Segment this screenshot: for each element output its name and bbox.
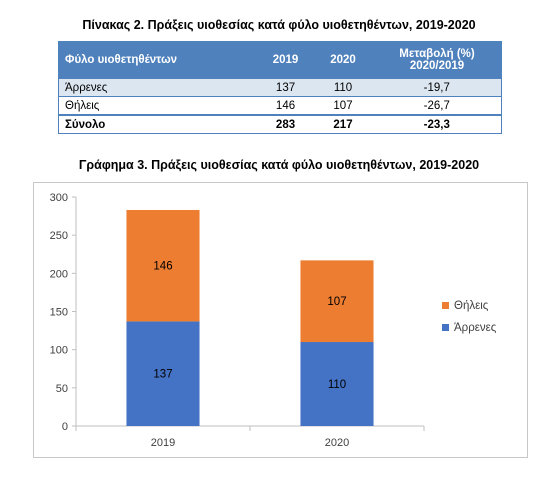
bar-segment [300,260,374,343]
row-2020: 217 [313,114,373,134]
table-header-row: Φύλο υιοθετηθέντων 2019 2020 Μεταβολή (%… [57,41,502,79]
adoptions-table: Φύλο υιοθετηθέντων 2019 2020 Μεταβολή (%… [57,41,502,134]
y-tick-label: 200 [50,268,68,280]
bar-segment [126,209,200,322]
row-change: -19,7 [372,78,502,97]
y-tick-label: 50 [56,383,68,395]
bar-segment [126,321,200,426]
x-tick-label: 2019 [151,437,175,449]
row-2020: 107 [313,96,373,116]
data-label: 146 [153,261,172,273]
row-label: Θήλεις [57,96,258,116]
row-2020: 110 [313,78,373,97]
header-change-line2: 2020/2019 [409,60,465,72]
header-2020: 2020 [313,41,373,79]
row-change: -23,3 [372,114,502,134]
x-tick-label: 2020 [325,437,349,449]
header-change: Μεταβολή (%) 2020/2019 [372,41,502,79]
data-label: 137 [153,369,172,381]
legend-swatch [442,324,449,331]
y-tick-label: 300 [50,192,68,204]
data-label: 110 [328,379,346,391]
y-tick-label: 150 [50,307,68,319]
chart-title: Γράφημα 3. Πράξεις υιοθεσίας κατά φύλο υ… [78,158,480,172]
row-label: Άρρενες [57,78,258,97]
header-change-line1: Μεταβολή (%) [399,48,475,60]
row-label: Σύνολο [57,114,258,134]
header-2019: 2019 [257,41,314,79]
row-2019: 146 [257,96,314,116]
row-2019: 137 [257,78,314,97]
header-sex: Φύλο υιοθετηθέντων [57,41,259,79]
y-tick-label: 0 [62,421,68,433]
legend-swatch [442,302,449,309]
legend-label: Άρρενες [454,322,497,334]
table-row: Άρρενες 137 110 -19,7 [57,78,502,97]
table-row: Θήλεις 146 107 -26,7 [57,96,502,116]
table-total-row: Σύνολο 283 217 -23,3 [57,114,502,134]
data-label: 107 [327,296,346,308]
row-change: -26,7 [372,96,502,116]
stacked-bar-chart: 0 50 100 150 200 250 300 137 146 2019 110 107 2020 Θή… [50,192,497,449]
chart-area: 0 50 100 150 200 250 300 137 146 2019 110 107 2020 Θή… [33,182,528,458]
table-title: Πίνακας 2. Πράξεις υιοθεσίας κατά φύλο υ… [82,18,476,32]
legend-label: Θήλεις [454,300,489,312]
header-change-label: Μεταβολή (%) 2020/2019 [399,48,474,72]
y-tick-label: 250 [50,230,68,242]
y-tick-label: 100 [50,345,68,357]
row-2019: 283 [257,114,314,134]
bar-segment [300,342,374,426]
